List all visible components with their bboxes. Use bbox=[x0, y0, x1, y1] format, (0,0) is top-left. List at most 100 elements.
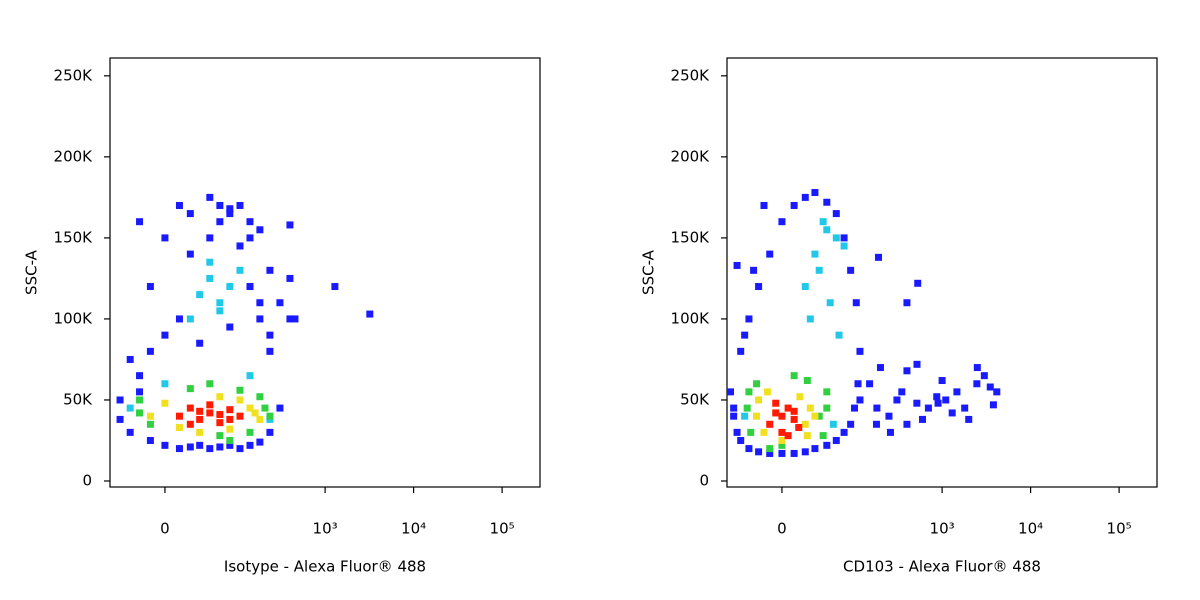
event-point bbox=[961, 404, 969, 412]
event-point bbox=[815, 266, 823, 274]
event-point bbox=[236, 201, 244, 209]
event-point bbox=[745, 445, 753, 453]
event-point bbox=[875, 253, 883, 261]
event-point bbox=[146, 436, 154, 444]
event-point bbox=[823, 226, 831, 234]
event-point bbox=[236, 266, 244, 274]
event-point bbox=[885, 412, 893, 420]
y-tick-label: 100K bbox=[54, 309, 94, 327]
event-point bbox=[872, 420, 880, 428]
event-point bbox=[753, 380, 761, 388]
event-point bbox=[835, 331, 843, 339]
event-point bbox=[745, 388, 753, 396]
event-point bbox=[832, 436, 840, 444]
event-point bbox=[766, 445, 774, 453]
event-point bbox=[246, 234, 254, 242]
event-point bbox=[778, 441, 786, 449]
event-point bbox=[136, 409, 144, 417]
plot-frame bbox=[109, 57, 541, 488]
event-point bbox=[276, 299, 284, 307]
event-point bbox=[146, 420, 154, 428]
y-tick-label: 0 bbox=[699, 472, 709, 490]
event-point bbox=[819, 218, 827, 226]
event-point bbox=[161, 399, 169, 407]
event-point bbox=[938, 377, 946, 385]
event-point bbox=[934, 399, 942, 407]
event-point bbox=[256, 226, 264, 234]
event-point bbox=[854, 380, 862, 388]
event-point bbox=[266, 347, 274, 355]
event-point bbox=[801, 283, 809, 291]
event-point bbox=[146, 412, 154, 420]
y-tick-label: 0 bbox=[82, 472, 92, 490]
event-point bbox=[803, 432, 811, 440]
event-point bbox=[942, 396, 950, 404]
event-point bbox=[745, 315, 753, 323]
event-point bbox=[747, 428, 755, 436]
event-point bbox=[741, 412, 749, 420]
event-point bbox=[914, 279, 922, 287]
event-point bbox=[948, 409, 956, 417]
event-point bbox=[266, 266, 274, 274]
event-point bbox=[852, 299, 860, 307]
event-point bbox=[196, 291, 204, 299]
event-point bbox=[986, 383, 994, 391]
event-point bbox=[766, 449, 774, 457]
x-tick-label: 10³ bbox=[930, 520, 955, 538]
event-point bbox=[989, 401, 997, 409]
event-point bbox=[918, 415, 926, 423]
event-point bbox=[366, 310, 374, 318]
event-point bbox=[840, 234, 848, 242]
event-point bbox=[256, 393, 264, 401]
event-point bbox=[256, 415, 264, 423]
event-point bbox=[186, 420, 194, 428]
y-tick-label: 50K bbox=[63, 390, 93, 408]
event-point bbox=[226, 415, 234, 423]
event-point bbox=[206, 258, 214, 266]
event-point bbox=[856, 347, 864, 355]
event-point bbox=[750, 266, 758, 274]
event-point bbox=[815, 412, 823, 420]
event-point bbox=[216, 432, 224, 440]
event-point bbox=[840, 242, 848, 250]
event-point bbox=[903, 367, 911, 375]
x-tick-label: 10⁵ bbox=[1107, 520, 1132, 538]
event-point bbox=[216, 443, 224, 451]
event-point bbox=[741, 331, 749, 339]
event-point bbox=[286, 221, 294, 229]
event-point bbox=[206, 274, 214, 282]
event-point bbox=[266, 412, 274, 420]
event-point bbox=[790, 372, 798, 380]
y-tick-label: 250K bbox=[671, 66, 711, 84]
event-point bbox=[226, 205, 234, 213]
event-point bbox=[823, 441, 831, 449]
event-point bbox=[778, 218, 786, 226]
event-point bbox=[784, 404, 792, 412]
event-point bbox=[236, 445, 244, 453]
event-point bbox=[161, 234, 169, 242]
event-point bbox=[226, 441, 234, 449]
event-point bbox=[206, 401, 214, 409]
event-point bbox=[196, 339, 204, 347]
event-point bbox=[806, 315, 814, 323]
event-point bbox=[801, 193, 809, 201]
event-point bbox=[236, 242, 244, 250]
event-point bbox=[790, 449, 798, 457]
event-point bbox=[913, 360, 921, 368]
event-point bbox=[206, 234, 214, 242]
event-point bbox=[236, 396, 244, 404]
event-point bbox=[886, 428, 894, 436]
event-point bbox=[146, 283, 154, 291]
event-point bbox=[186, 210, 194, 218]
event-point bbox=[286, 315, 294, 323]
event-point bbox=[186, 315, 194, 323]
event-point bbox=[175, 315, 183, 323]
event-point bbox=[186, 443, 194, 451]
event-point bbox=[965, 415, 973, 423]
event-point bbox=[196, 428, 204, 436]
event-point bbox=[766, 250, 774, 258]
event-point bbox=[913, 399, 921, 407]
event-point bbox=[803, 377, 811, 385]
y-tick-label: 100K bbox=[671, 309, 711, 327]
event-point bbox=[276, 404, 284, 412]
